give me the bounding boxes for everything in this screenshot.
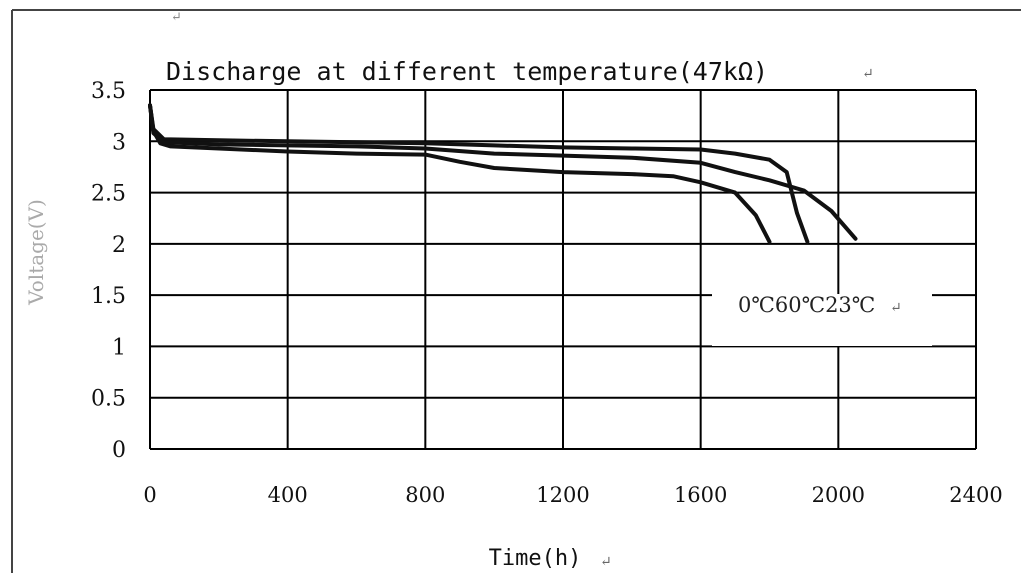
x-tick-label: 1200 xyxy=(536,483,589,507)
y-tick-label: 1 xyxy=(112,335,126,360)
legend-box xyxy=(712,294,932,346)
series-line-2 xyxy=(148,103,810,244)
series-line-1 xyxy=(148,103,772,244)
legend-label: 0℃60℃23℃ xyxy=(738,293,875,317)
paragraph-mark-xlabel: ↵ xyxy=(600,554,612,570)
grid-lines xyxy=(149,89,977,450)
y-tick-label: 0 xyxy=(112,438,126,463)
y-tick-label: 2.5 xyxy=(91,182,126,207)
paragraph-mark-legend: ↵ xyxy=(890,300,902,316)
x-tick-label: 1600 xyxy=(674,483,727,507)
y-axis-label: Voltage(V) xyxy=(24,199,48,306)
y-tick-label: 0.5 xyxy=(91,387,126,412)
x-tick-label: 400 xyxy=(268,483,308,507)
x-axis-tick-labels: 0 400 800 1200 1600 2000 2400 xyxy=(143,483,1002,507)
series-lines xyxy=(148,103,858,244)
x-tick-label: 800 xyxy=(405,483,445,507)
x-tick-label: 2400 xyxy=(949,483,1002,507)
y-tick-label: 3 xyxy=(112,130,126,155)
y-axis-tick-labels: 0 0.5 1 1.5 2 2.5 3 3.5 xyxy=(91,79,126,463)
y-tick-label: 3.5 xyxy=(91,79,126,104)
series-line-3 xyxy=(148,103,858,241)
paragraph-mark-top: ↵ xyxy=(171,10,182,25)
x-axis-label: Time(h) xyxy=(489,546,582,571)
chart-title: Discharge at different temperature(47kΩ) xyxy=(166,57,768,86)
paragraph-mark-title: ↵ xyxy=(862,66,874,82)
y-tick-label: 1.5 xyxy=(91,284,126,309)
y-tick-label: 2 xyxy=(112,233,126,258)
x-tick-label: 0 xyxy=(143,483,156,507)
x-tick-label: 2000 xyxy=(812,483,865,507)
